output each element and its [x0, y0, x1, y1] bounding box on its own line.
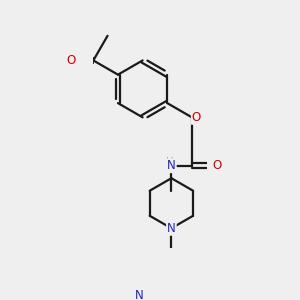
Text: O: O — [67, 54, 76, 67]
Text: O: O — [192, 111, 201, 124]
Text: N: N — [167, 159, 176, 172]
Text: H: H — [167, 157, 174, 167]
Text: N: N — [135, 290, 144, 300]
Text: N: N — [167, 222, 176, 235]
Text: O: O — [213, 159, 222, 172]
